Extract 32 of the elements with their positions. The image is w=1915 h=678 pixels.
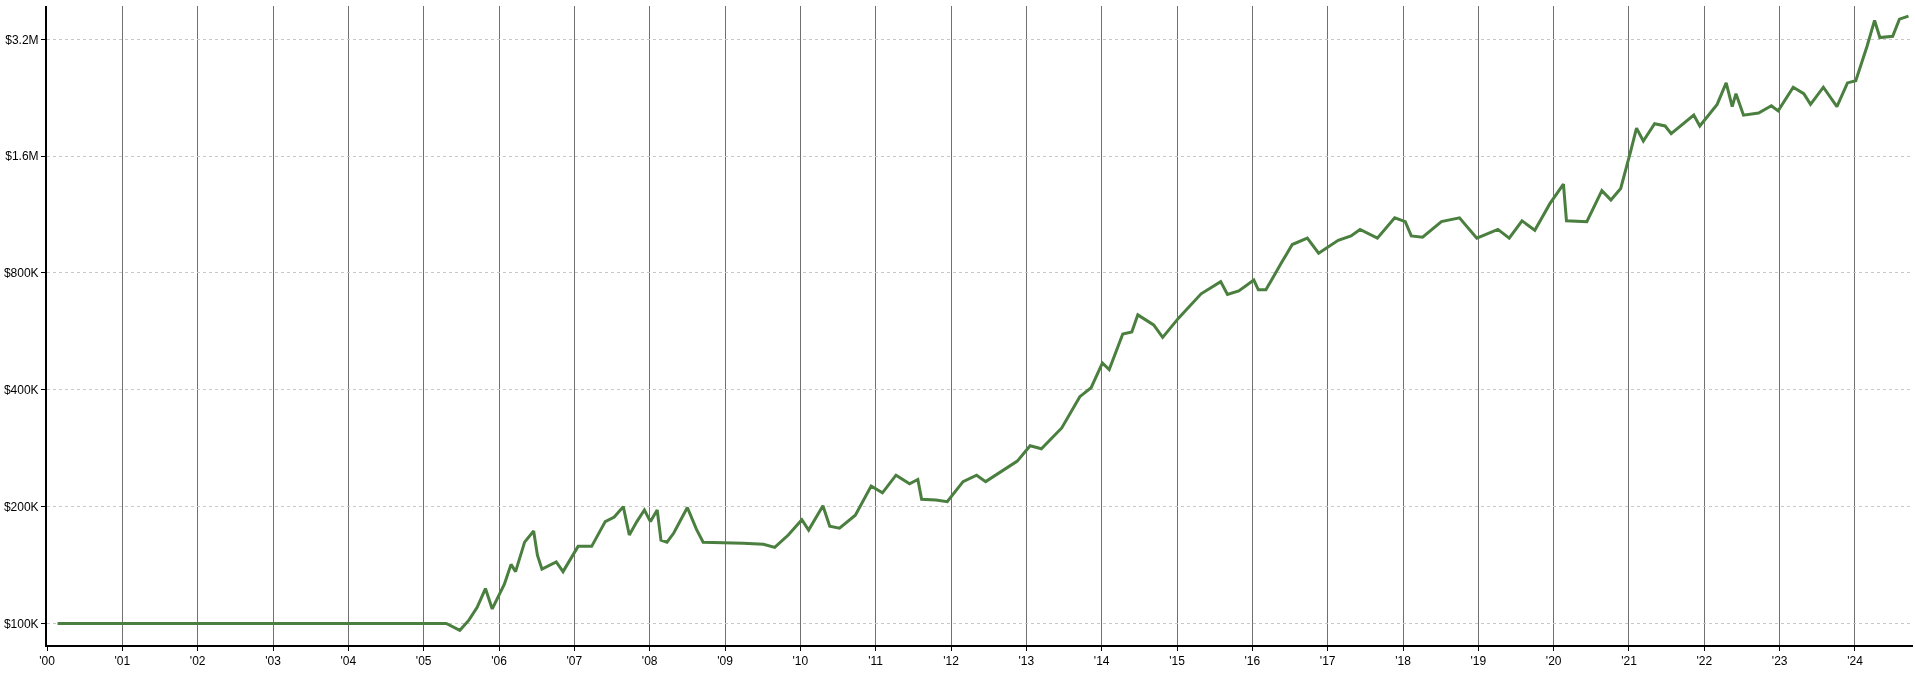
y-tick-label: $200K <box>3 499 39 514</box>
x-tick-label: '05 <box>415 654 432 669</box>
x-tick-label: '04 <box>340 654 357 669</box>
x-tick-label: '00 <box>39 654 56 669</box>
x-tick-label: '11 <box>868 654 884 669</box>
x-tick-label: '24 <box>1847 654 1864 669</box>
x-tick-label: '18 <box>1395 654 1412 669</box>
x-tick-label: '23 <box>1771 654 1788 669</box>
y-tick-label: $1.6M <box>5 149 39 164</box>
line-series <box>56 14 1910 632</box>
x-tick-label: '01 <box>114 654 131 669</box>
y-tick-label: $100K <box>3 616 39 631</box>
x-tick-label: '13 <box>1018 654 1035 669</box>
x-tick-label: '22 <box>1696 654 1713 669</box>
x-tick-label: '20 <box>1545 654 1562 669</box>
x-tick-label: '02 <box>189 654 206 669</box>
x-tick-label: '17 <box>1319 654 1336 669</box>
x-tick-label: '03 <box>265 654 282 669</box>
y-tick-label: $400K <box>3 383 39 398</box>
x-tick-label: '12 <box>943 654 960 669</box>
x-tick-label: '16 <box>1244 654 1261 669</box>
x-tick-label: '07 <box>566 654 583 669</box>
y-tick-label: $3.2M <box>5 32 39 47</box>
x-tick-label: '08 <box>641 654 658 669</box>
x-tick-label: '14 <box>1093 654 1110 669</box>
y-tick-label: $800K <box>3 266 39 281</box>
x-tick-label: '09 <box>717 654 734 669</box>
x-tick-label: '21 <box>1621 654 1638 669</box>
x-tick-label: '19 <box>1470 654 1487 669</box>
x-tick-label: '15 <box>1169 654 1186 669</box>
x-tick-label: '06 <box>491 654 508 669</box>
x-tick-label: '10 <box>792 654 809 669</box>
